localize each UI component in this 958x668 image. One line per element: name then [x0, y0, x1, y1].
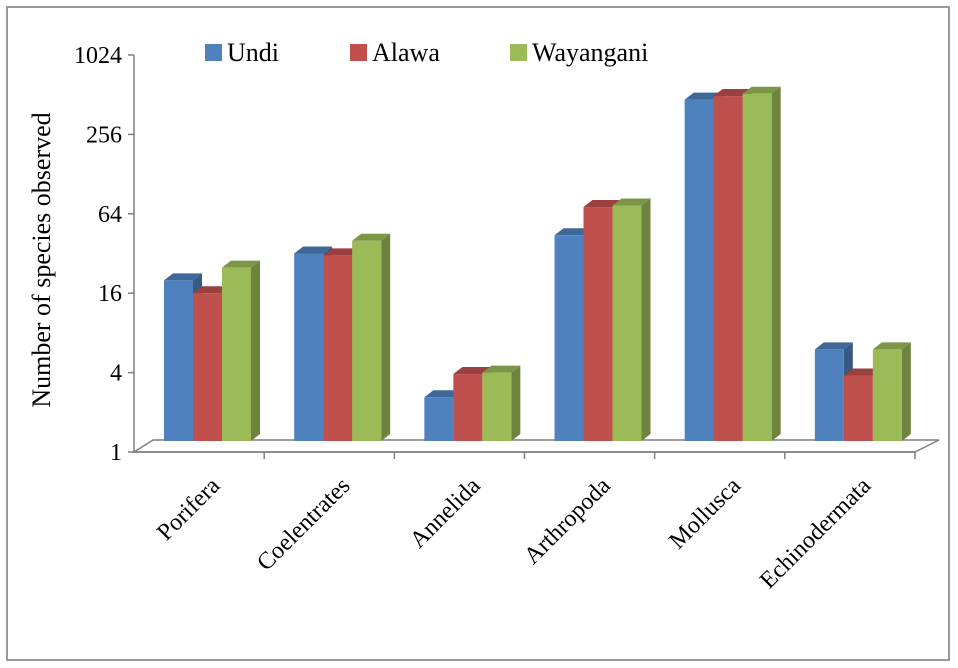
bar-top — [843, 368, 882, 376]
bar-wayangani-coelentrates — [352, 233, 391, 441]
bar-top — [713, 89, 752, 97]
bar-top — [424, 390, 463, 398]
chart-legend: Undi Alawa Wayangani — [205, 38, 648, 67]
bar-top — [294, 246, 333, 254]
legend-item-wayangani: Wayangani — [510, 38, 648, 67]
bar-top — [684, 92, 723, 100]
bar-top — [193, 286, 231, 294]
y-tick-label: 1 — [110, 440, 122, 466]
bar-front — [222, 267, 251, 441]
bar-front — [583, 207, 613, 441]
bar-front — [294, 253, 324, 441]
y-tick-label: 4 — [110, 361, 122, 387]
bar-wayangani-arthropoda — [612, 198, 651, 441]
legend-swatch — [510, 44, 527, 61]
bar-front — [814, 349, 844, 441]
bar-side — [381, 233, 391, 441]
bar-wayangani-echinodermata — [872, 342, 911, 441]
x-category-label: Porifera — [152, 473, 225, 546]
x-category-labels: Porifera Coelentrates Annelida Arthropoda Mo… — [152, 473, 876, 594]
bar-side — [511, 365, 521, 441]
legend-label: Undi — [227, 38, 279, 67]
bar-top — [453, 367, 492, 375]
bar-top — [164, 273, 202, 281]
x-category-label: Arthropoda — [519, 473, 616, 570]
y-tick-label: 64 — [98, 202, 122, 228]
legend-swatch — [205, 44, 222, 61]
bar-top — [872, 342, 911, 350]
bar-front — [684, 99, 714, 441]
y-tick-labels: 1 4 16 64 256 1024 — [74, 43, 122, 466]
bar-top — [742, 86, 781, 94]
legend-item-undi: Undi — [205, 38, 279, 67]
legend-label: Alawa — [372, 38, 440, 67]
bar-top — [612, 198, 651, 206]
bar-front — [843, 375, 873, 441]
bar-side — [641, 198, 651, 441]
y-tick-label: 1024 — [74, 43, 122, 69]
y-tick-label: 256 — [86, 122, 122, 148]
bar-front — [323, 255, 353, 441]
bar-top — [222, 260, 260, 268]
y-axis-label: Number of species observed — [27, 112, 56, 407]
bar-wayangani-mollusca — [742, 86, 781, 441]
legend-swatch — [350, 44, 367, 61]
bar-front — [482, 372, 512, 441]
bar-front — [872, 349, 902, 441]
legend-label: Wayangani — [532, 38, 648, 67]
bar-top — [554, 228, 593, 236]
bar-side — [251, 260, 260, 441]
bar-front — [453, 374, 483, 441]
x-category-label: Coelentrates — [252, 473, 355, 576]
bar-top — [323, 248, 362, 256]
bar-front — [612, 205, 642, 441]
x-category-label: Annelida — [405, 473, 486, 554]
x-category-label: Echinodermata — [755, 473, 876, 594]
bar-front — [424, 397, 454, 441]
bar-wayangani-porifera — [222, 260, 260, 441]
chart-bars — [164, 86, 911, 442]
bar-front — [164, 280, 193, 441]
chart-axes — [128, 54, 940, 459]
x-category-label: Mollusca — [664, 473, 746, 555]
legend-item-alawa: Alawa — [350, 38, 440, 67]
y-tick-label: 16 — [98, 281, 122, 307]
bar-top — [352, 233, 391, 241]
bar-front — [742, 93, 772, 441]
bar-front — [193, 293, 222, 441]
bar-front — [713, 96, 743, 442]
bar-side — [771, 86, 781, 441]
bar-top — [583, 200, 622, 208]
bar-wayangani-annelida — [482, 365, 521, 441]
bar-front — [554, 235, 584, 441]
chart-floor — [131, 439, 940, 453]
bar-top — [814, 342, 853, 350]
bar-side — [901, 342, 911, 441]
chart-frame — [6, 6, 950, 661]
bar-front — [352, 240, 382, 441]
bar-top — [482, 365, 521, 373]
